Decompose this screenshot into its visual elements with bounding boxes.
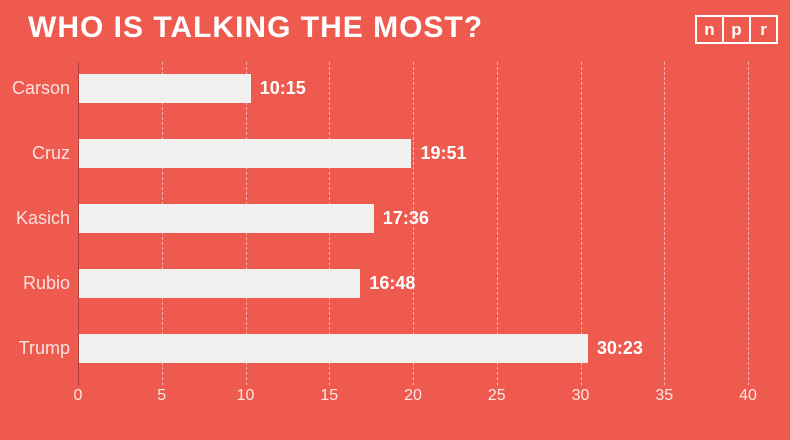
x-tick-label: 20 bbox=[404, 387, 422, 404]
gridline bbox=[580, 62, 582, 385]
value-label: 16:48 bbox=[369, 273, 416, 293]
gridline bbox=[496, 62, 498, 385]
bar bbox=[79, 74, 251, 103]
gridline bbox=[748, 62, 749, 385]
x-tick-label: 5 bbox=[157, 387, 167, 404]
npr-logo-letter-r: r bbox=[749, 17, 776, 42]
x-tick-label: 35 bbox=[655, 387, 674, 404]
x-tick-label: 0 bbox=[73, 387, 83, 404]
bar bbox=[79, 204, 374, 233]
category-label: Carson bbox=[11, 78, 70, 98]
value-label: 17:36 bbox=[382, 208, 429, 228]
category-label: Kasich bbox=[15, 208, 70, 228]
x-tick-label: 15 bbox=[320, 387, 339, 404]
category-label: Trump bbox=[18, 338, 70, 358]
npr-logo-letter-p: p bbox=[722, 17, 749, 42]
npr-logo: n p r bbox=[695, 15, 778, 44]
page-title: WHO IS TALKING THE MOST? bbox=[28, 11, 484, 44]
value-label: 30:23 bbox=[596, 338, 643, 358]
gridline bbox=[664, 62, 666, 385]
npr-logo-letter-n: n bbox=[704, 20, 715, 39]
value-label: 10:15 bbox=[259, 78, 306, 98]
bar bbox=[79, 139, 412, 168]
x-tick-label: 40 bbox=[739, 387, 757, 404]
category-label: Rubio bbox=[22, 273, 70, 293]
category-label: Cruz bbox=[31, 143, 70, 163]
bar bbox=[79, 334, 588, 363]
bar bbox=[79, 269, 361, 298]
x-tick-label: 30 bbox=[571, 387, 590, 404]
gridline bbox=[413, 62, 414, 385]
x-tick-label: 10 bbox=[236, 387, 255, 404]
value-label: 19:51 bbox=[420, 143, 467, 163]
zero-axis-line bbox=[78, 62, 79, 385]
x-tick-label: 25 bbox=[487, 387, 506, 404]
